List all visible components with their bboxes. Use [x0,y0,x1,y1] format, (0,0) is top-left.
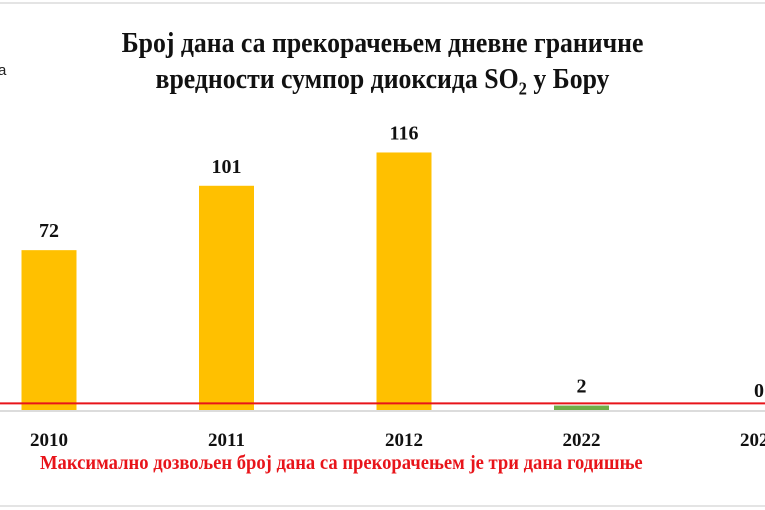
bar-2010 [21,250,77,410]
title-line-2: вредности сумпор диоксида SO2 у Бору [31,62,735,107]
data-label-2011: 101 [212,156,242,178]
bottom-border [0,505,765,507]
x-tick-2011: 2011 [208,430,245,451]
bar-2012 [376,152,432,411]
x-tick-2023: 2023 [740,430,765,451]
title-line-1: Број дана са прекорачењем дневне граничн… [121,28,644,59]
chart-title: Број дана са прекорачењем дневне граничн… [31,26,735,107]
data-label-2012: 116 [390,122,419,144]
data-label-2022: 2 [577,376,587,398]
title-text: вредности сумпор диоксида SO [155,64,519,95]
bar-2022 [554,405,609,410]
title-end: у Бору [526,64,610,95]
threshold-note: Максимално дозвољен број дана са прекора… [40,452,643,474]
x-tick-2022: 2022 [563,430,601,451]
bar-2011 [199,185,254,410]
x-tick-2010: 2010 [30,430,68,451]
top-border [0,2,765,4]
y-axis-label: а [0,62,7,79]
x-tick-2012: 2012 [385,430,423,451]
data-label-2010: 72 [39,220,59,242]
title-subscript: 2 [518,78,527,99]
data-label-2023: 0 [754,380,764,402]
